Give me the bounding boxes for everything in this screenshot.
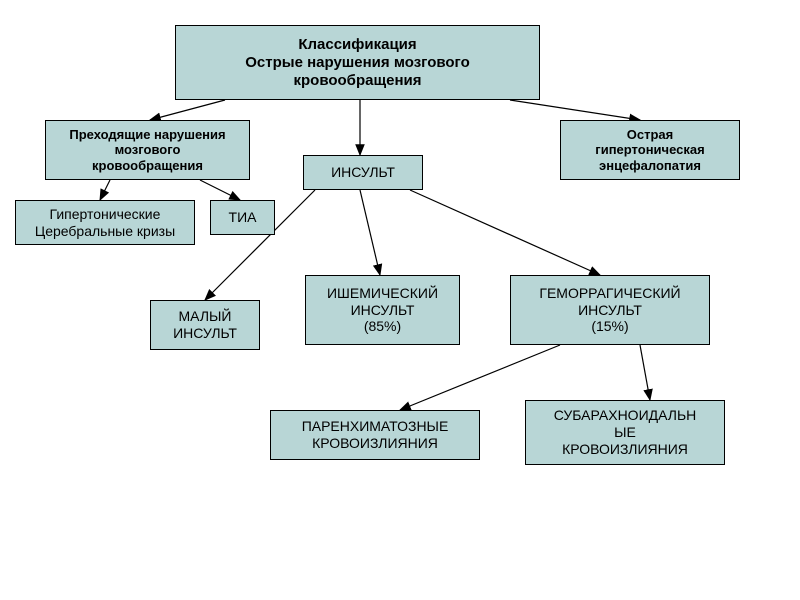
node-parenchymal: ПАРЕНХИМАТОЗНЫЕ КРОВОИЗЛИЯНИЯ — [270, 410, 480, 460]
edge-arrow — [200, 180, 240, 200]
node-crises-line2: Церебральные кризы — [35, 223, 175, 240]
node-crises: Гипертонические Церебральные кризы — [15, 200, 195, 245]
node-ischemic-line3: (85%) — [327, 318, 438, 335]
node-tia: ТИА — [210, 200, 275, 235]
node-root-line2: Острые нарушения мозгового — [245, 54, 470, 72]
node-crises-line1: Гипертонические — [35, 206, 175, 223]
node-stroke-text: ИНСУЛЬТ — [331, 164, 395, 181]
node-hemorrhagic-line2: ИНСУЛЬТ — [539, 302, 680, 319]
node-ischemic-line1: ИШЕМИЧЕСКИЙ — [327, 285, 438, 302]
node-transient: Преходящие нарушения мозгового кровообра… — [45, 120, 250, 180]
node-root-line3: кровообращения — [245, 72, 470, 90]
node-hemorrhagic-line3: (15%) — [539, 318, 680, 335]
edge-arrow — [360, 190, 380, 275]
node-hyper-enc-line1: Острая — [595, 127, 704, 143]
node-transient-line2: мозгового — [69, 142, 225, 158]
node-hyper-enc-line2: гипертоническая — [595, 142, 704, 158]
edge-arrow — [150, 100, 225, 120]
node-subarachnoid-line1: СУБАРАХНОИДАЛЬН — [554, 407, 697, 424]
edge-arrow — [100, 180, 110, 200]
node-ischemic-line2: ИНСУЛЬТ — [327, 302, 438, 319]
node-parenchymal-line1: ПАРЕНХИМАТОЗНЫЕ — [302, 418, 449, 435]
node-hyper-enc-line3: энцефалопатия — [595, 158, 704, 174]
node-subarachnoid-line2: ЫЕ — [554, 424, 697, 441]
node-minor-line2: ИНСУЛЬТ — [173, 325, 237, 342]
node-hemorrhagic-line1: ГЕМОРРАГИЧЕСКИЙ — [539, 285, 680, 302]
node-subarachnoid-line3: КРОВОИЗЛИЯНИЯ — [554, 441, 697, 458]
node-parenchymal-line2: КРОВОИЗЛИЯНИЯ — [302, 435, 449, 452]
edge-arrow — [410, 190, 600, 275]
node-transient-line3: кровообращения — [69, 158, 225, 174]
edge-arrow — [510, 100, 640, 120]
node-stroke: ИНСУЛЬТ — [303, 155, 423, 190]
node-root-line1: Классификация — [245, 36, 470, 54]
node-transient-line1: Преходящие нарушения — [69, 127, 225, 143]
node-ischemic: ИШЕМИЧЕСКИЙ ИНСУЛЬТ (85%) — [305, 275, 460, 345]
node-tia-text: ТИА — [229, 209, 257, 226]
node-minor-line1: МАЛЫЙ — [173, 308, 237, 325]
node-hyper-enc: Острая гипертоническая энцефалопатия — [560, 120, 740, 180]
node-minor: МАЛЫЙ ИНСУЛЬТ — [150, 300, 260, 350]
node-subarachnoid: СУБАРАХНОИДАЛЬН ЫЕ КРОВОИЗЛИЯНИЯ — [525, 400, 725, 465]
node-root: Классификация Острые нарушения мозгового… — [175, 25, 540, 100]
edge-arrow — [640, 345, 650, 400]
node-hemorrhagic: ГЕМОРРАГИЧЕСКИЙ ИНСУЛЬТ (15%) — [510, 275, 710, 345]
